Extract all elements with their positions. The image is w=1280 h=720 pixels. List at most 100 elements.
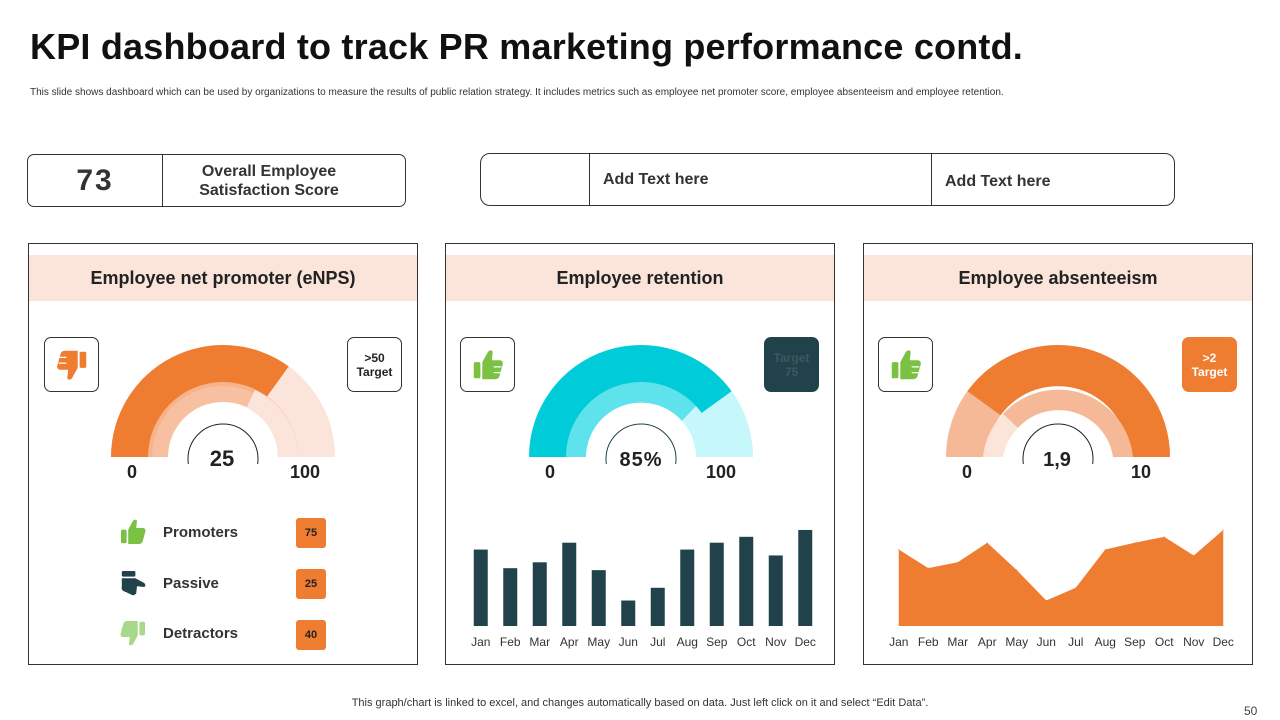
text-cell-2[interactable]: Add Text here: [590, 154, 932, 205]
x-tick-label: Sep: [1124, 635, 1146, 649]
page-number: 50: [1244, 704, 1258, 718]
area-point-feb: [927, 567, 929, 569]
thumbs-up-icon: [473, 349, 503, 379]
x-tick-label: Jan: [889, 635, 908, 649]
area-point-may: [1016, 569, 1018, 571]
x-tick-label: Oct: [1155, 635, 1174, 649]
retention-gauge-value: 85%: [619, 449, 663, 471]
area-point-nov: [1193, 554, 1195, 556]
satisfaction-score-card: 73 Overall Employee Satisfaction Score: [27, 154, 406, 207]
x-tick-label: Apr: [560, 635, 579, 649]
bar-dec: [798, 529, 813, 626]
x-tick-label: Jun: [1037, 635, 1056, 649]
gauge-inner-ring: [1003, 389, 1133, 457]
area-point-dec: [1222, 529, 1224, 531]
gauge-fill: [529, 345, 732, 457]
retention-gauge-min: 0: [545, 462, 556, 482]
area-point-jul: [1075, 587, 1077, 589]
x-tick-label: Dec: [795, 635, 816, 649]
page-title: KPI dashboard to track PR marketing perf…: [30, 26, 1024, 67]
gauge-inner-ring-rest: [246, 390, 298, 457]
x-tick-label: Jul: [650, 635, 665, 649]
x-tick-label: Jan: [471, 635, 490, 649]
x-tick-label: Apr: [978, 635, 997, 649]
retention-target-box: Target 75: [764, 337, 819, 392]
retention-panel-title: Employee retention: [446, 255, 834, 301]
absenteeism-gauge-max: 10: [1131, 462, 1152, 482]
legend-promoters-label: Promoters: [163, 524, 239, 541]
page-subtitle: This slide shows dashboard which can be …: [30, 87, 1004, 98]
area-point-apr: [986, 542, 988, 544]
retention-target-caption: Target: [773, 350, 810, 365]
enps-status-icon-box: [44, 337, 99, 392]
absenteeism-panel: Employee absenteeism >2 Target 1,9 0 10 …: [863, 243, 1253, 665]
enps-panel-title: Employee net promoter (eNPS): [29, 255, 417, 301]
bar-jun: [621, 600, 636, 626]
thumbs-down-icon: [56, 350, 86, 380]
enps-gauge-max: 100: [290, 462, 321, 482]
bar-aug: [680, 549, 695, 626]
retention-gauge-max: 100: [706, 462, 737, 482]
legend-promoters-value: 75: [296, 518, 326, 548]
x-tick-label: Aug: [677, 635, 698, 649]
bar-mar: [532, 562, 547, 626]
enps-gauge-min: 0: [127, 462, 138, 482]
absenteeism-status-icon-box: [878, 337, 933, 392]
x-tick-label: May: [1005, 635, 1028, 649]
area-series: [898, 529, 1224, 626]
x-tick-label: Dec: [1213, 635, 1234, 649]
bar-jan: [473, 549, 488, 626]
x-tick-label: Jul: [1068, 635, 1083, 649]
footer-note: This graph/chart is linked to excel, and…: [351, 697, 929, 709]
absenteeism-area-chart: Jan Feb Mar Apr May Jun Jul Aug Sep Oct Nov Dec: [889, 529, 1234, 649]
area-point-jan: [898, 549, 900, 551]
retention-panel: Employee retention Target 75 85% 0 100 J…: [445, 243, 835, 665]
enps-gauge: [111, 345, 335, 464]
absenteeism-gauge: [946, 345, 1170, 464]
x-tick-label: May: [587, 635, 610, 649]
gauge-inner-ring-rest: [983, 414, 1018, 457]
gauge-inner-ring-rest: [682, 406, 716, 457]
bar-oct: [739, 536, 754, 626]
x-tick-label: Feb: [500, 635, 521, 649]
satisfaction-score-value: 73: [28, 155, 163, 206]
bar-sep: [709, 542, 724, 626]
legend-detractors-label: Detractors: [163, 625, 239, 642]
x-tick-label: Mar: [529, 635, 550, 649]
x-tick-label: Oct: [737, 635, 756, 649]
thumbs-sideways-icon: [121, 571, 146, 596]
text-cell-3[interactable]: Add Text here: [945, 172, 1051, 190]
x-tick-label: Nov: [765, 635, 786, 649]
retention-gauge: [529, 345, 753, 464]
absenteeism-gauge-min: 0: [962, 462, 973, 482]
thumbs-up-icon: [121, 519, 146, 544]
enps-panel: Employee net promoter (eNPS) >50 Target …: [28, 243, 418, 665]
bar-jul: [650, 587, 665, 626]
thumbs-down-icon: [120, 621, 145, 646]
legend-detractors-value: 40: [296, 620, 326, 650]
absenteeism-target-value: >2: [1202, 350, 1217, 365]
bar-may: [591, 570, 606, 626]
absenteeism-target-caption: Target: [1191, 364, 1228, 379]
bar-feb: [503, 568, 518, 626]
legend-passive-value: 25: [296, 569, 326, 599]
absenteeism-panel-title: Employee absenteeism: [864, 255, 1252, 301]
gauge-center-circle: [605, 423, 677, 464]
x-tick-label: Jun: [619, 635, 638, 649]
area-point-sep: [1134, 542, 1136, 544]
area-point-mar: [957, 561, 959, 563]
enps-target-caption: Target: [356, 364, 393, 379]
text-placeholder-box: Add Text here Add Text here: [480, 153, 1175, 206]
area-point-aug: [1104, 549, 1106, 551]
absenteeism-gauge-value: 1,9: [1043, 449, 1071, 471]
gauge-fill: [967, 345, 1170, 457]
x-tick-label: Sep: [706, 635, 728, 649]
enps-gauge-value: 25: [209, 446, 235, 471]
enps-target-value: >50: [364, 350, 385, 365]
gauge-center-circle: [187, 423, 259, 464]
retention-target-value: 75: [784, 364, 799, 379]
enps-target-box: >50 Target: [347, 337, 402, 392]
text-cell-1[interactable]: [481, 154, 590, 205]
gauge-center-circle: [1022, 423, 1094, 464]
legend-passive-label: Passive: [163, 575, 219, 592]
